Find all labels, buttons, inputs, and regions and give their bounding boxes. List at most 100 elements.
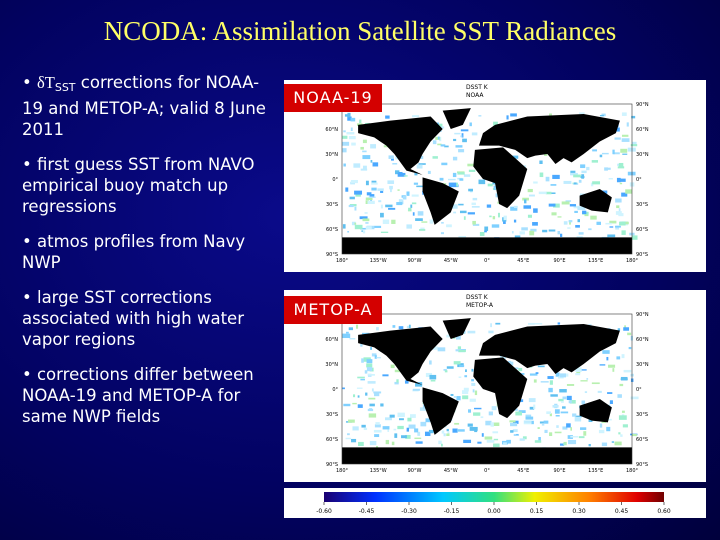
sst-speckle [455,145,463,148]
sst-speckle [607,392,613,394]
sst-speckle [349,196,355,200]
sst-speckle [342,148,347,153]
sst-speckle [362,230,366,234]
sst-speckle [374,392,380,397]
lon-label: 90°W [408,258,422,264]
sst-speckle [403,175,408,177]
colorbar-label: 0.30 [572,508,586,515]
sst-speckle [369,403,375,407]
sst-speckle [544,153,548,156]
sst-speckle [574,210,578,213]
sst-speckle [385,439,390,445]
lat-label: 60°N [325,127,338,133]
sst-speckle [454,132,461,135]
land [442,318,471,339]
sst-speckle [570,435,579,438]
sst-speckle [527,188,533,193]
sst-speckle [430,379,436,382]
sst-speckle [468,188,474,192]
sst-speckle [342,224,346,229]
land [422,177,459,225]
map-plot [342,108,638,254]
sst-speckle [569,399,576,404]
bullet: large SST corrections associated with hi… [22,287,272,350]
sst-speckle [591,382,600,385]
sst-speckle [548,203,556,207]
sst-map: DSST KMETOP-A90°N90°N60°N60°N30°N30°N0°0… [284,290,706,482]
sst-speckle [472,223,480,226]
colorbar-label: 0.45 [615,508,629,515]
bullet-list: δTSST corrections for NOAA-19 and METOP-… [22,72,272,441]
sst-speckle [440,144,446,147]
sst-speckle [458,349,466,353]
sst-speckle [453,138,457,142]
sst-speckle [554,431,562,434]
sst-speckle [429,374,437,380]
sst-speckle [549,413,552,417]
sst-speckle [368,397,376,400]
sst-speckle [342,141,350,146]
sst-speckle [518,367,523,372]
sst-speckle [563,442,566,445]
sst-speckle [573,182,577,185]
sst-speckle [461,390,469,395]
land [422,387,459,435]
sst-speckle [467,423,473,427]
sst-speckle [510,206,518,211]
sst-speckle [570,170,576,175]
sst-speckle [391,219,396,224]
sst-speckle [345,187,349,192]
sst-speckle [471,202,476,206]
sst-speckle [348,419,355,423]
sst-speckle [408,324,411,328]
sst-speckle [530,228,537,232]
lon-label: 0° [484,258,490,264]
sst-speckle [454,422,460,425]
sst-speckle [533,208,538,213]
sst-speckle [358,441,364,447]
sst-speckle [491,406,497,411]
sst-speckle [396,379,399,383]
sst-speckle [621,134,629,137]
lat-label: 30°N [636,152,649,158]
sst-speckle [371,388,374,392]
sst-speckle [500,355,506,360]
sst-speckle [441,162,448,166]
sst-speckle [359,216,368,220]
sst-speckle [413,182,419,185]
sst-speckle [460,129,469,132]
sst-speckle [577,219,581,223]
sst-speckle [607,167,611,170]
sst-speckle [362,165,367,170]
sst-speckle [621,354,625,359]
sst-speckle [425,418,431,423]
sst-speckle [488,411,493,416]
sst-speckle [342,333,351,339]
sst-speckle [373,429,382,433]
sst-speckle [484,436,493,440]
sst-speckle [365,180,369,186]
sst-speckle [551,212,557,216]
sst-speckle [550,184,557,186]
lat-label: 60°N [325,337,338,343]
sst-speckle [590,182,594,187]
sst-speckle [528,322,535,325]
sst-speckle [509,420,516,423]
sst-speckle [398,326,404,330]
sst-speckle [444,145,449,148]
sst-speckle [619,383,624,387]
sst-speckle [579,112,585,115]
sst-speckle [625,189,633,194]
sst-speckle [617,394,622,398]
sst-speckle [549,432,553,437]
sst-speckle [534,323,543,325]
sst-speckle [570,172,578,176]
sst-speckle [380,204,383,209]
sst-speckle [419,229,426,231]
sst-speckle [623,327,630,331]
sst-speckle [618,162,624,167]
sst-speckle [481,433,484,437]
sst-speckle [345,331,349,334]
land [342,237,632,254]
sst-speckle [363,427,368,431]
